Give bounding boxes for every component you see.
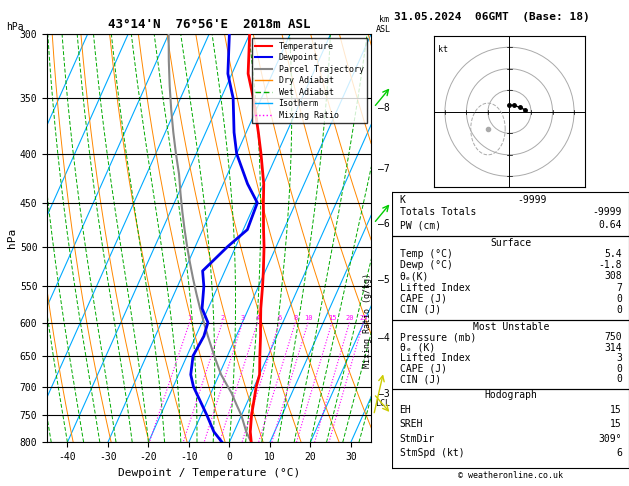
Text: Pressure (mb): Pressure (mb) xyxy=(399,332,476,342)
Text: 3: 3 xyxy=(240,315,245,321)
Text: -1.8: -1.8 xyxy=(598,260,622,270)
Text: PW (cm): PW (cm) xyxy=(399,220,441,230)
Text: -9999: -9999 xyxy=(517,194,546,205)
Text: hPa: hPa xyxy=(6,22,24,32)
Text: 0: 0 xyxy=(616,305,622,315)
Text: EH: EH xyxy=(399,405,411,415)
Legend: Temperature, Dewpoint, Parcel Trajectory, Dry Adiabat, Wet Adiabat, Isotherm, Mi: Temperature, Dewpoint, Parcel Trajectory… xyxy=(252,38,367,123)
Text: 8: 8 xyxy=(293,315,298,321)
Text: Hodograph: Hodograph xyxy=(484,390,537,400)
Text: CAPE (J): CAPE (J) xyxy=(399,294,447,304)
Text: Temp (°C): Temp (°C) xyxy=(399,249,452,259)
Text: 5.4: 5.4 xyxy=(604,249,622,259)
Text: Mixing Ratio (g/kg): Mixing Ratio (g/kg) xyxy=(364,273,372,368)
Text: ‒3: ‒3 xyxy=(378,389,389,399)
Text: 20: 20 xyxy=(345,315,353,321)
Text: θₑ (K): θₑ (K) xyxy=(399,343,435,353)
Text: ‒8: ‒8 xyxy=(378,103,389,113)
Text: θₑ(K): θₑ(K) xyxy=(399,271,429,281)
Text: 10: 10 xyxy=(304,315,312,321)
Text: 15: 15 xyxy=(328,315,336,321)
Text: Totals Totals: Totals Totals xyxy=(399,208,476,217)
Text: ‒7: ‒7 xyxy=(378,164,389,174)
Text: CIN (J): CIN (J) xyxy=(399,305,441,315)
Text: 15: 15 xyxy=(610,419,622,429)
Text: 308: 308 xyxy=(604,271,622,281)
Text: 6: 6 xyxy=(616,448,622,458)
Text: Lifted Index: Lifted Index xyxy=(399,282,470,293)
Text: 0: 0 xyxy=(616,375,622,384)
Text: 15: 15 xyxy=(610,405,622,415)
Text: 750: 750 xyxy=(604,332,622,342)
Text: SREH: SREH xyxy=(399,419,423,429)
Text: 2: 2 xyxy=(220,315,225,321)
Y-axis label: hPa: hPa xyxy=(7,228,17,248)
Text: LCL: LCL xyxy=(375,399,390,407)
Text: Dewp (°C): Dewp (°C) xyxy=(399,260,452,270)
Text: km
ASL: km ASL xyxy=(376,15,391,34)
Text: 3: 3 xyxy=(616,353,622,364)
Text: 4: 4 xyxy=(255,315,260,321)
Text: CIN (J): CIN (J) xyxy=(399,375,441,384)
Text: CAPE (J): CAPE (J) xyxy=(399,364,447,374)
Text: K: K xyxy=(399,194,406,205)
X-axis label: Dewpoint / Temperature (°C): Dewpoint / Temperature (°C) xyxy=(118,468,300,478)
Text: StmDir: StmDir xyxy=(399,434,435,444)
Text: 314: 314 xyxy=(604,343,622,353)
Text: 7: 7 xyxy=(616,282,622,293)
Text: 25: 25 xyxy=(359,315,367,321)
Text: -9999: -9999 xyxy=(593,208,622,217)
Text: Surface: Surface xyxy=(490,238,532,248)
Text: 0: 0 xyxy=(616,294,622,304)
Text: 1: 1 xyxy=(187,315,192,321)
Text: 0.64: 0.64 xyxy=(598,220,622,230)
Text: Most Unstable: Most Unstable xyxy=(472,322,549,331)
Text: 31.05.2024  06GMT  (Base: 18): 31.05.2024 06GMT (Base: 18) xyxy=(394,12,590,22)
Text: 309°: 309° xyxy=(598,434,622,444)
Text: Lifted Index: Lifted Index xyxy=(399,353,470,364)
Text: kt: kt xyxy=(438,45,448,54)
Text: StmSpd (kt): StmSpd (kt) xyxy=(399,448,464,458)
Text: 6: 6 xyxy=(277,315,281,321)
Text: 0: 0 xyxy=(616,364,622,374)
Text: ‒4: ‒4 xyxy=(378,333,389,343)
Text: © weatheronline.co.uk: © weatheronline.co.uk xyxy=(459,471,563,480)
Text: ‒5: ‒5 xyxy=(378,275,389,285)
Text: ‒6: ‒6 xyxy=(378,219,389,228)
Title: 43°14'N  76°56'E  2018m ASL: 43°14'N 76°56'E 2018m ASL xyxy=(108,18,310,32)
